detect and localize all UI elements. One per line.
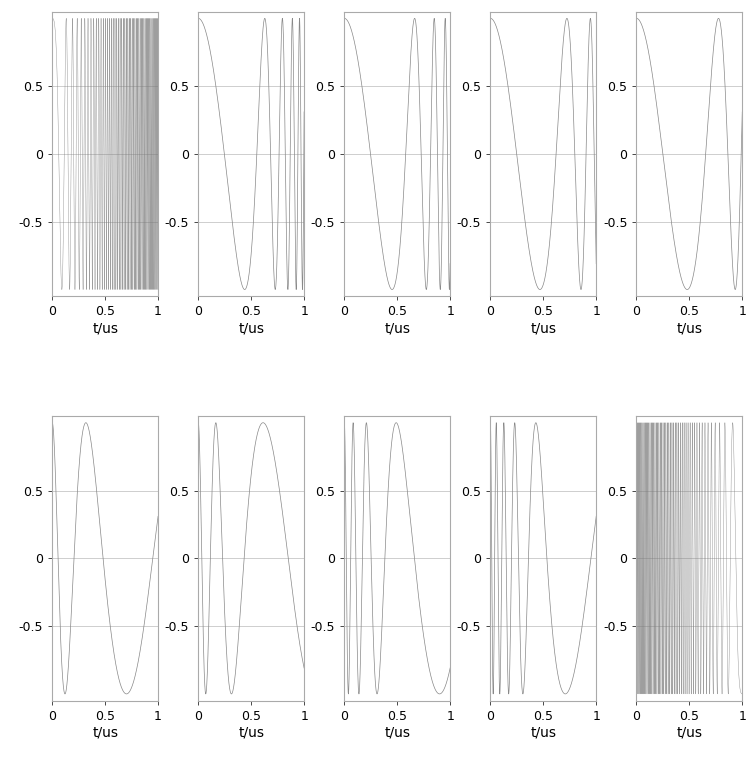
X-axis label: t/us: t/us bbox=[530, 321, 557, 335]
X-axis label: t/us: t/us bbox=[238, 321, 264, 335]
X-axis label: t/us: t/us bbox=[238, 725, 264, 739]
X-axis label: t/us: t/us bbox=[93, 725, 118, 739]
X-axis label: t/us: t/us bbox=[530, 725, 557, 739]
X-axis label: t/us: t/us bbox=[677, 321, 702, 335]
X-axis label: t/us: t/us bbox=[677, 725, 702, 739]
X-axis label: t/us: t/us bbox=[384, 321, 410, 335]
X-axis label: t/us: t/us bbox=[93, 321, 118, 335]
X-axis label: t/us: t/us bbox=[384, 725, 410, 739]
